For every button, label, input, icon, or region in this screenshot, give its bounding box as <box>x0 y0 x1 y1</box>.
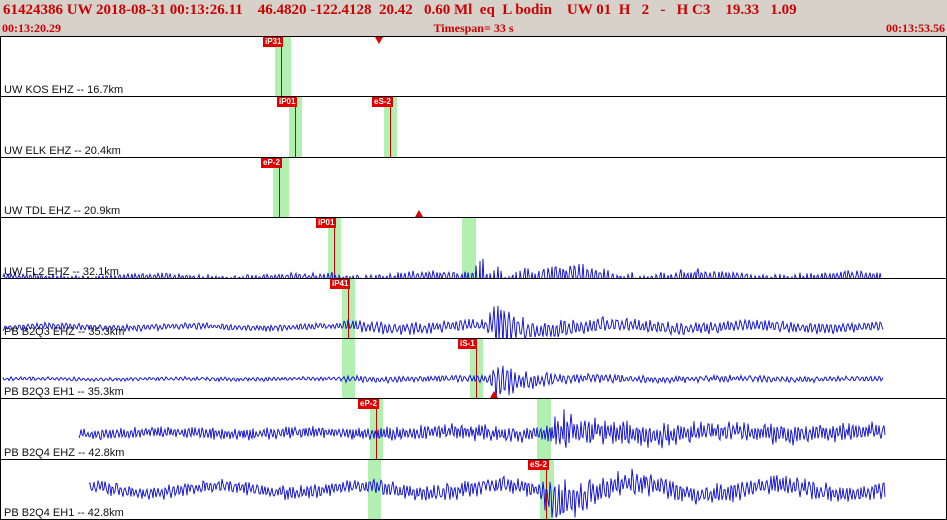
pick-band[interactable] <box>537 399 551 459</box>
trace-label: UW ELK EHZ -- 20.4km <box>4 144 121 157</box>
pick-band[interactable] <box>462 218 476 278</box>
trace-label: PB B2Q4 EH1 -- 42.8km <box>4 507 124 519</box>
waveform[interactable] <box>1 279 946 339</box>
pick-time-line <box>476 338 477 399</box>
window-start-time: 00:13:20.29 <box>2 20 61 35</box>
pick-flag[interactable]: iP01 <box>277 97 298 108</box>
pick-flag[interactable]: eP-2 <box>358 399 379 410</box>
waveform[interactable] <box>1 460 946 519</box>
waveform[interactable] <box>1 399 946 459</box>
pick-flag[interactable]: eP-2 <box>261 157 282 168</box>
pick-flag[interactable]: iP01 <box>316 218 337 229</box>
trace-panel[interactable]: iS-1 PB B2Q3 EH1 -- 35.3km <box>0 337 947 400</box>
pick-triangle-icon <box>490 391 498 399</box>
waveform[interactable] <box>1 158 946 218</box>
pick-band[interactable] <box>275 37 291 97</box>
pick-flag[interactable]: eS-2 <box>372 97 393 108</box>
waveform[interactable] <box>1 97 946 157</box>
pick-band[interactable] <box>368 459 381 519</box>
pick-flag[interactable]: iS-1 <box>458 338 477 349</box>
trace-panel[interactable]: eS-2 PB B2Q4 EH1 -- 42.8km <box>0 458 947 520</box>
pick-band[interactable] <box>342 338 355 399</box>
pick-time-line <box>348 278 349 338</box>
trace-list: iP31 UW KOS EHZ -- 16.7km iP01 eS-2 UW ELK E… <box>0 36 947 520</box>
trace-label: UW FL2 EHZ -- 32.1km <box>4 265 119 278</box>
pick-time-line <box>376 399 377 459</box>
trace-label: PB B2Q4 EHZ -- 42.8km <box>4 446 125 459</box>
trace-panel[interactable]: iP01 eS-2 UW ELK EHZ -- 20.4km <box>0 96 947 158</box>
waveform[interactable] <box>1 37 946 97</box>
time-axis-header: 00:13:20.29 Timespan= 33 s 00:13:53.56 <box>0 20 947 36</box>
trace-panel[interactable]: iP31 UW KOS EHZ -- 16.7km <box>0 36 947 98</box>
trace-label: PB B2Q3 EHZ -- 35.3km <box>4 325 125 338</box>
pick-band[interactable] <box>540 459 554 519</box>
pick-flag[interactable]: iP31 <box>263 37 284 47</box>
pick-flag[interactable]: iP41 <box>330 278 351 289</box>
pick-band[interactable] <box>273 157 289 218</box>
trace-panel[interactable]: iP41 PB B2Q3 EHZ -- 35.3km <box>0 277 947 339</box>
pick-time-line <box>390 97 391 157</box>
waveform[interactable] <box>1 218 946 278</box>
pick-time-line <box>295 97 296 157</box>
pick-triangle-icon <box>375 37 383 44</box>
pick-time-line <box>334 218 335 278</box>
trace-label: UW TDL EHZ -- 20.9km <box>4 205 121 218</box>
event-summary: 61424386 UW 2018-08-31 00:13:26.11 46.48… <box>3 2 797 18</box>
waveform[interactable] <box>1 339 946 399</box>
pick-triangle-icon <box>415 210 423 218</box>
window-end-time: 00:13:53.56 <box>886 20 945 35</box>
trace-label: UW KOS EHZ -- 16.7km <box>4 84 124 97</box>
trace-panel[interactable]: eP-2 PB B2Q4 EHZ -- 42.8km <box>0 398 947 460</box>
pick-time-line <box>281 37 282 97</box>
timespan-label: Timespan= 33 s <box>433 20 514 35</box>
trace-panel[interactable]: eP-2 UW TDL EHZ -- 20.9km <box>0 156 947 219</box>
trace-label: PB B2Q3 EH1 -- 35.3km <box>4 386 124 399</box>
pick-time-line <box>279 157 280 218</box>
trace-panel[interactable]: iP01 UW FL2 EHZ -- 32.1km <box>0 217 947 279</box>
pick-flag[interactable]: eS-2 <box>528 459 549 470</box>
